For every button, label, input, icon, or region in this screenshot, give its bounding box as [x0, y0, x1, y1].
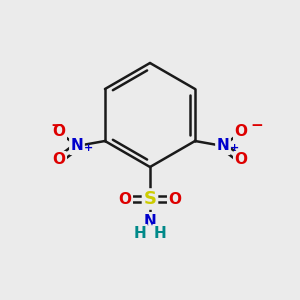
Text: O: O	[235, 152, 248, 167]
Text: O: O	[118, 191, 131, 206]
Text: N: N	[217, 139, 230, 154]
Text: O: O	[52, 152, 65, 167]
Text: +: +	[84, 143, 93, 153]
Text: −: −	[250, 118, 263, 133]
Text: O: O	[235, 124, 248, 140]
Text: −: −	[50, 118, 63, 133]
Text: +: +	[230, 143, 239, 153]
Text: S: S	[143, 190, 157, 208]
Text: N: N	[70, 139, 83, 154]
Text: O: O	[52, 124, 65, 140]
Text: H: H	[134, 226, 146, 241]
Text: H: H	[154, 226, 166, 241]
Text: N: N	[144, 214, 156, 229]
Text: O: O	[169, 191, 182, 206]
